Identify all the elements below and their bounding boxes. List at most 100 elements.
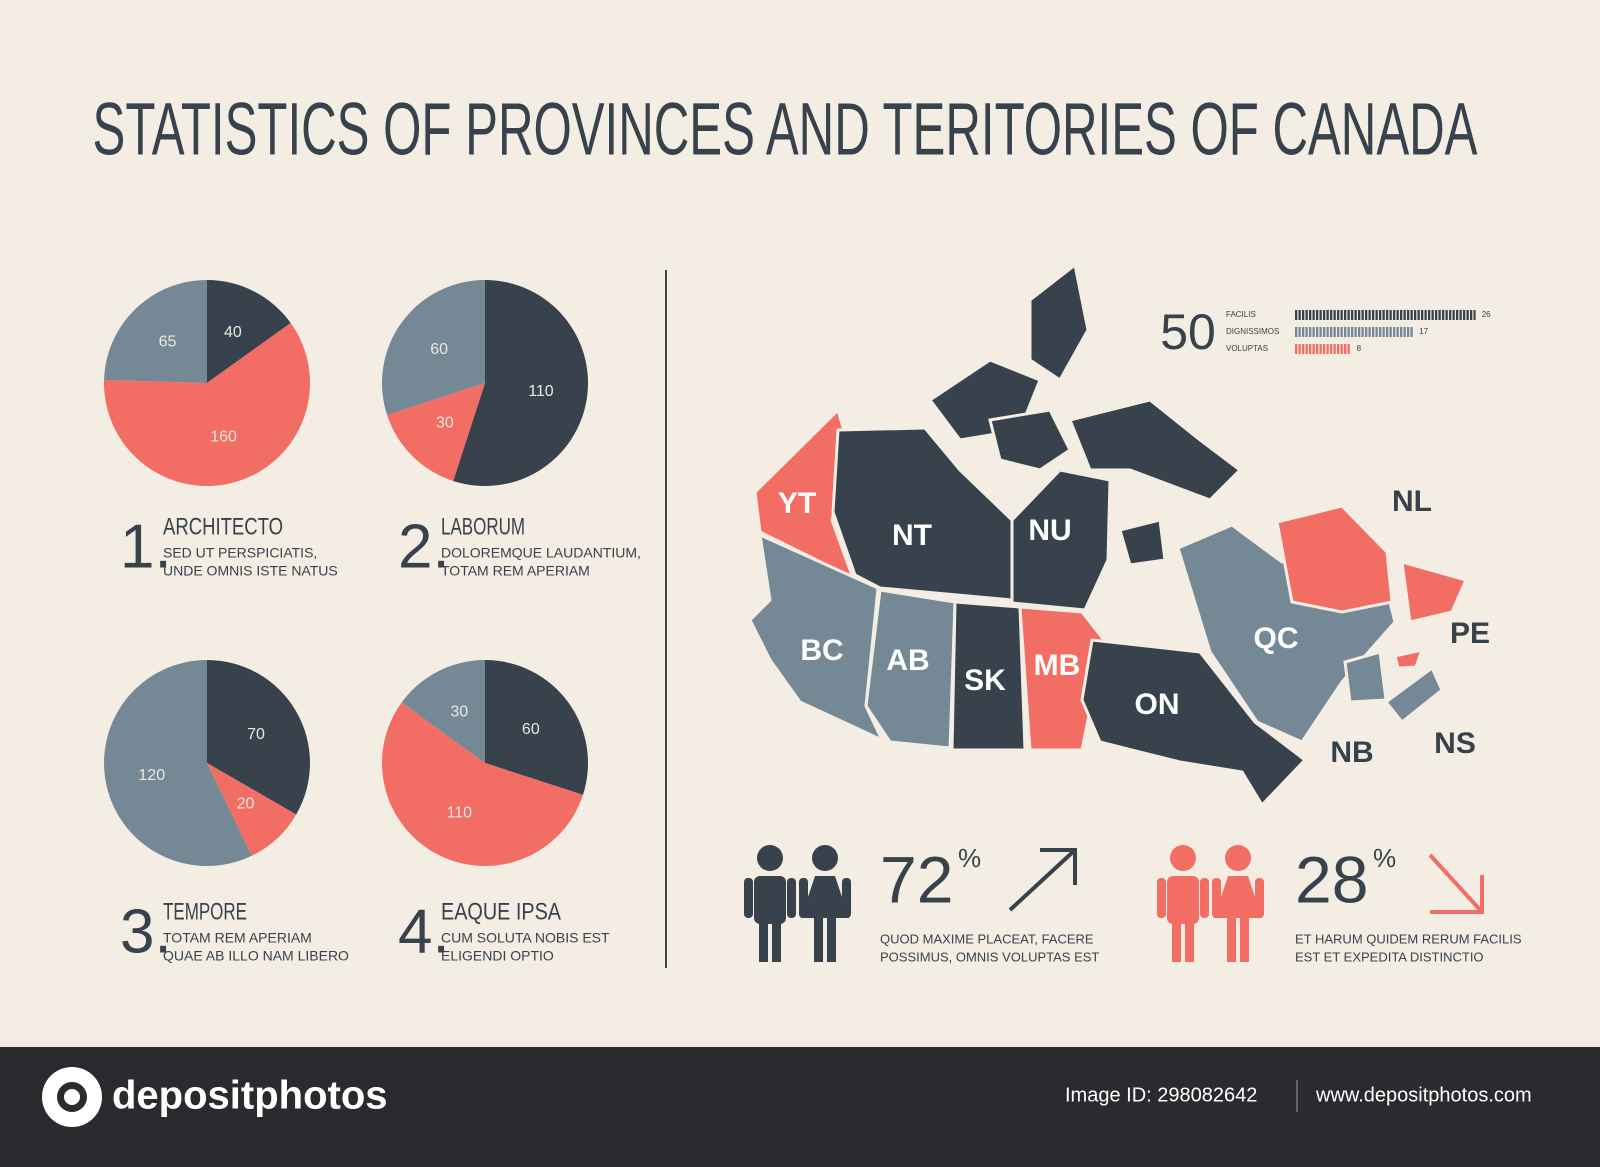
- person-leg: [759, 916, 768, 962]
- person-body: [1167, 876, 1199, 924]
- person-leg: [1240, 916, 1249, 962]
- map-region-part: [1118, 518, 1167, 567]
- pie-number: 1.: [120, 512, 172, 581]
- stat-value: 72: [880, 842, 953, 916]
- pie-slice: [207, 280, 291, 383]
- bar: [1295, 327, 1414, 337]
- pie-value-label: 120: [138, 767, 165, 784]
- pie-value-label: 65: [159, 334, 177, 351]
- map-region-part: [1028, 262, 1090, 383]
- stat-arrow: [1008, 848, 1077, 912]
- pie-value-label: 60: [430, 341, 448, 358]
- map-region: [753, 407, 856, 581]
- person-arm: [799, 878, 808, 918]
- pie-number: 2.: [398, 512, 450, 581]
- stat-description: ET HARUM QUIDEM RERUM FACILIS: [1295, 931, 1522, 946]
- person-head: [812, 845, 838, 871]
- pie-number: 3.: [120, 897, 172, 966]
- map-region: [1275, 504, 1394, 614]
- pie-description: CUM SOLUTA NOBIS EST: [441, 930, 610, 946]
- pie-title: LABORUM: [441, 513, 525, 540]
- pie-title: EAQUE IPSA: [441, 898, 561, 925]
- bar-category: DIGNISSIMOS: [1226, 327, 1279, 336]
- pie-description: ELIGENDI OPTIO: [441, 948, 554, 964]
- pie-number: 4.: [398, 897, 450, 966]
- bar-value-label: 8: [1357, 344, 1362, 353]
- map-label: PE: [1450, 617, 1490, 650]
- person-arm: [1212, 878, 1221, 918]
- pie-slice: [382, 280, 485, 415]
- pie-slice: [207, 660, 311, 815]
- pie-slice: [453, 280, 589, 487]
- pie-slice: [381, 702, 583, 867]
- map-region: [864, 588, 957, 750]
- person-arm: [744, 878, 753, 918]
- map-region: [950, 600, 1027, 752]
- map-label: NL: [1392, 485, 1432, 518]
- person-head: [1170, 845, 1196, 871]
- map-label: BC: [800, 634, 843, 667]
- person-head: [1225, 845, 1251, 871]
- bar: [1295, 310, 1476, 320]
- pie-description: DOLOREMQUE LAUDANTIUM,: [441, 545, 641, 561]
- person-arm: [1200, 878, 1209, 918]
- person-leg: [814, 916, 823, 962]
- map-label: MB: [1034, 649, 1081, 682]
- pie-slice: [207, 763, 297, 856]
- person-leg: [1172, 916, 1181, 962]
- pie-description: TOTAM REM APERIAM: [441, 563, 590, 579]
- map-label: NU: [1028, 514, 1071, 547]
- person-leg: [827, 916, 836, 962]
- pie-value-label: 30: [436, 414, 454, 431]
- footer-url: www.depositphotos.com: [1315, 1084, 1532, 1106]
- pie-description: QUAE AB ILLO NAM LIBERO: [163, 948, 349, 964]
- pie-value-label: 60: [522, 721, 540, 738]
- pie-value-label: 110: [447, 805, 473, 822]
- map-region: [1383, 665, 1444, 725]
- map-region: [1393, 647, 1425, 670]
- stat-description: POSSIMUS, OMNIS VOLUPTAS EST: [880, 949, 1099, 964]
- footer-bar: [0, 1047, 1600, 1167]
- person-arm: [842, 878, 851, 918]
- pie-value-label: 20: [237, 796, 255, 813]
- bar-category: VOLUPTAS: [1226, 344, 1268, 353]
- pie-description: UNDE OMNIS ISTE NATUS: [163, 563, 338, 579]
- person-leg: [1185, 916, 1194, 962]
- footer-brand: depositphotos: [112, 1074, 388, 1118]
- pie-value-label: 30: [450, 704, 468, 721]
- pie-slice: [387, 383, 485, 481]
- map-region: [1080, 638, 1308, 808]
- map-label: YT: [778, 487, 816, 520]
- pie-value-label: 110: [528, 383, 554, 400]
- map-region-part: [1067, 398, 1243, 502]
- map-label: AB: [886, 644, 929, 677]
- map-region: [1343, 650, 1388, 704]
- person-leg: [1227, 916, 1236, 962]
- map-label: ON: [1135, 688, 1180, 721]
- bar: [1295, 344, 1351, 354]
- pie-value-label: 160: [210, 428, 237, 445]
- map-label: NB: [1330, 736, 1373, 769]
- stat-description: EST ET EXPEDITA DISTINCTIO: [1295, 949, 1484, 964]
- bar-value-label: 26: [1482, 310, 1491, 319]
- stat-unit: %: [958, 843, 981, 873]
- pie-title: ARCHITECTO: [163, 513, 283, 540]
- page-title: STATISTICS OF PROVINCES AND TERITORIES O…: [93, 88, 1478, 171]
- stat-unit: %: [1373, 843, 1396, 873]
- map-region-part: [1400, 559, 1469, 624]
- pie-slice: [401, 660, 485, 763]
- map-region-part: [988, 408, 1072, 472]
- bar-value-label: 17: [1419, 327, 1428, 336]
- bar-headline: 50: [1160, 304, 1216, 360]
- person-body: [1214, 876, 1262, 918]
- footer-image-id: Image ID: 298082642: [1065, 1084, 1257, 1106]
- map-label: NT: [892, 519, 932, 552]
- map-label: QC: [1254, 622, 1299, 655]
- pie-title: TEMPORE: [163, 898, 247, 925]
- pie-slice: [104, 660, 252, 867]
- person-arm: [787, 878, 796, 918]
- pie-slice: [485, 660, 588, 795]
- pie-value-label: 70: [247, 726, 265, 743]
